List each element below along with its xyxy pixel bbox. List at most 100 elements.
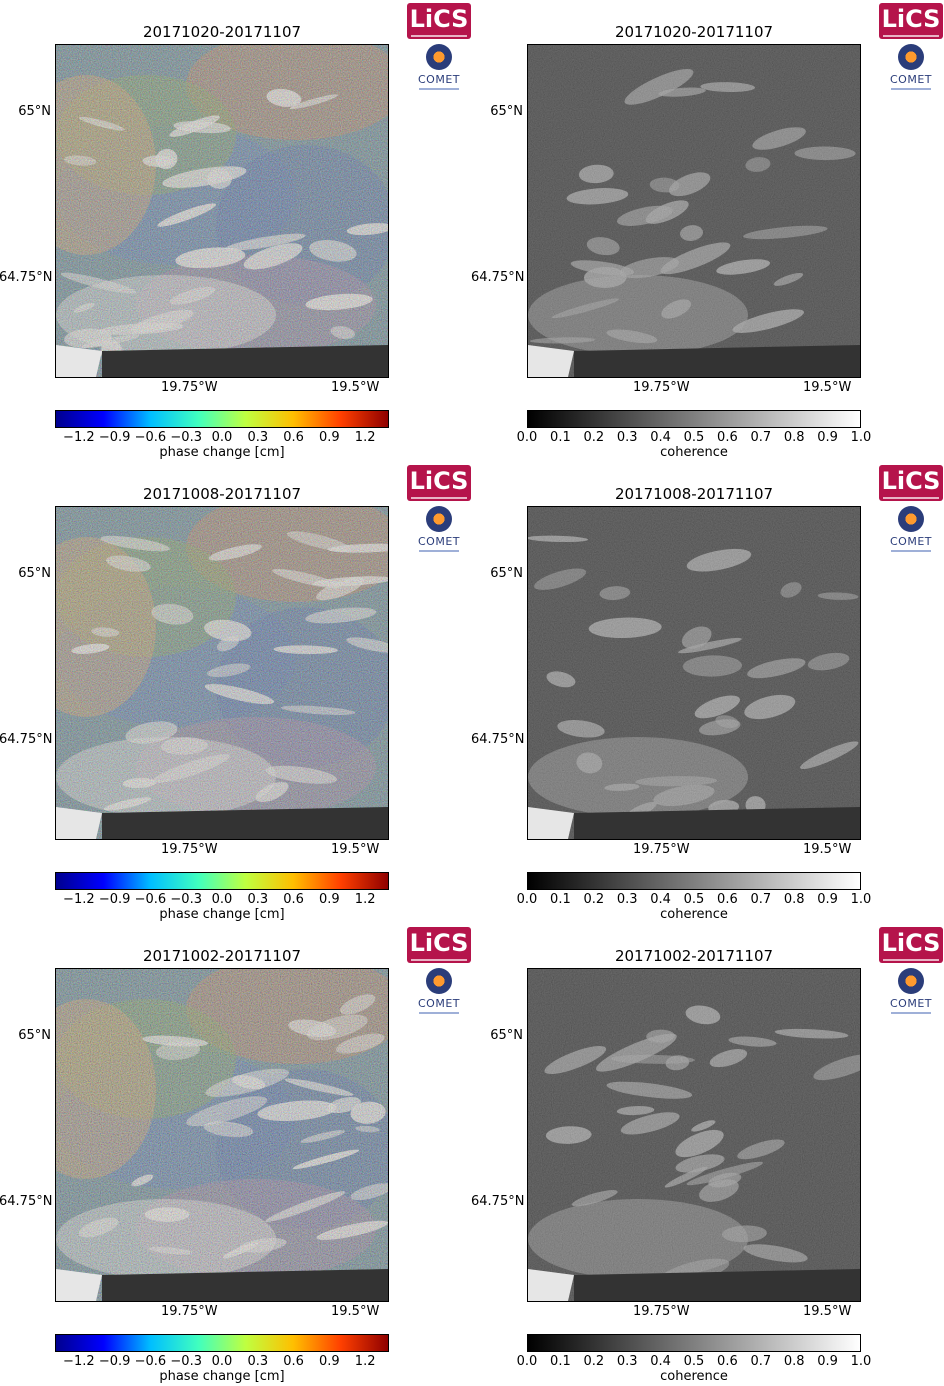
- colorbar-tick-label: 0.2: [583, 430, 605, 445]
- lics-logo: LiCS: [879, 3, 943, 39]
- colorbar-tick-label: 1.2: [354, 1354, 376, 1369]
- latitude-label: 64.75°N: [0, 270, 53, 285]
- comet-logo: COMET: [885, 968, 937, 1014]
- longitude-label: 19.75°W: [633, 380, 690, 395]
- speckle-noise: [56, 45, 388, 377]
- comet-emblem-icon: [426, 968, 452, 994]
- panel-title: 20171002-20171107: [142, 947, 302, 965]
- longitude-label: 19.75°W: [161, 1304, 218, 1319]
- colorbar-tick-label: −0.6: [134, 1354, 167, 1369]
- coherence-map: [527, 44, 861, 378]
- colorbar-tick-label: −1.2: [63, 892, 95, 907]
- colorbar-tick-label: −0.6: [134, 892, 167, 907]
- lics-tagline-mark: [883, 959, 939, 961]
- comet-tagline-mark: [891, 550, 931, 552]
- colorbar-tick-label: 0.5: [683, 1354, 705, 1369]
- lics-logo-text: LiCS: [409, 467, 469, 495]
- colorbar-tick-label: 0.9: [319, 892, 340, 907]
- colorbar-tick-label: 1.2: [354, 430, 376, 445]
- colorbar-tick-label: −0.3: [170, 1354, 202, 1369]
- colorbar-tick-label: 0.8: [783, 1354, 805, 1369]
- comet-logo-text: COMET: [890, 997, 932, 1010]
- colorbar-tick-label: 0.4: [650, 892, 671, 907]
- coherence-raster: [528, 969, 860, 1301]
- latitude-label: 65°N: [490, 566, 523, 581]
- coherence-map: [527, 506, 861, 840]
- colorbar-tick-label: 0.7: [750, 892, 772, 907]
- bright-corner-area: [528, 1269, 574, 1301]
- comet-logo-text: COMET: [890, 73, 932, 86]
- comet-logo: COMET: [413, 44, 465, 90]
- map-panel-phase: 20171020-20171107 65°N 64.75°N 19.75°W 19.5°…: [0, 0, 472, 462]
- latitude-label: 65°N: [490, 104, 523, 119]
- colorbar-tick-label: 0.0: [516, 892, 538, 907]
- lics-logo-text: LiCS: [409, 5, 469, 33]
- coherence-raster: [528, 45, 860, 377]
- colorbar-tick-label: 0.9: [817, 430, 838, 445]
- colorbar-tick-label: 0.5: [683, 892, 705, 907]
- panel-title: 20171020-20171107: [142, 23, 302, 41]
- longitude-label: 19.5°W: [803, 842, 852, 857]
- phase-raster: [56, 969, 388, 1301]
- colorbar-tick-label: 0.2: [583, 1354, 605, 1369]
- no-data-area: [574, 1269, 860, 1301]
- longitude-label: 19.5°W: [331, 842, 380, 857]
- comet-emblem-icon: [898, 968, 924, 994]
- comet-logo: COMET: [413, 968, 465, 1014]
- comet-tagline-mark: [419, 550, 459, 552]
- colorbar-tick-label: 0.2: [583, 892, 605, 907]
- latitude-label: 64.75°N: [0, 1194, 53, 1209]
- colorbar-tick-label: 0.0: [516, 1354, 538, 1369]
- colorbar-tick-label: 0.0: [211, 430, 233, 445]
- colorbar-label: coherence: [660, 1369, 728, 1384]
- colorbar-tick-label: 0.3: [247, 430, 269, 445]
- colorbar-tick-label: 0.3: [247, 892, 269, 907]
- colorbar: [527, 872, 861, 890]
- bright-corner-area: [56, 1269, 102, 1301]
- lics-logo: LiCS: [407, 3, 471, 39]
- colorbar-tick-label: 0.7: [750, 1354, 772, 1369]
- colorbar-tick-label: −0.3: [170, 892, 202, 907]
- panel-title: 20171008-20171107: [142, 485, 302, 503]
- phase-map: [55, 44, 389, 378]
- no-data-area: [102, 807, 388, 839]
- comet-logo-text: COMET: [418, 535, 460, 548]
- colorbar-tick-label: 0.3: [616, 892, 638, 907]
- comet-emblem-icon: [426, 44, 452, 70]
- lics-tagline-mark: [411, 35, 467, 37]
- colorbar-tick-label: 0.0: [211, 892, 233, 907]
- speckle-noise: [528, 969, 860, 1301]
- colorbar-tick-label: 0.8: [783, 430, 805, 445]
- bright-corner-area: [56, 345, 102, 377]
- colorbar-tick-label: 0.1: [550, 430, 571, 445]
- colorbar: [55, 410, 389, 428]
- no-data-area: [102, 1269, 388, 1301]
- colorbar-tick-label: 0.6: [717, 1354, 738, 1369]
- lics-logo-text: LiCS: [881, 5, 941, 33]
- phase-raster: [56, 45, 388, 377]
- comet-tagline-mark: [891, 88, 931, 90]
- colorbar-label: phase change [cm]: [159, 907, 285, 922]
- colorbar-label: coherence: [660, 445, 728, 460]
- phase-raster: [56, 507, 388, 839]
- colorbar-tick-label: 0.6: [717, 892, 738, 907]
- colorbar-tick-label: 0.6: [283, 892, 304, 907]
- colorbar-tick-label: 0.4: [650, 1354, 671, 1369]
- no-data-area: [574, 345, 860, 377]
- colorbar-tick-label: −0.3: [170, 430, 202, 445]
- colorbar-tick-label: 0.6: [283, 1354, 304, 1369]
- speckle-noise: [528, 45, 860, 377]
- phase-map: [55, 968, 389, 1302]
- map-panel-coherence: 20171008-20171107 65°N 64.75°N 19.75°W 19.5°…: [471, 462, 944, 924]
- speckle-noise: [56, 969, 388, 1301]
- bright-corner-area: [528, 807, 574, 839]
- comet-logo: COMET: [413, 506, 465, 552]
- colorbar-tick-label: −0.9: [98, 430, 131, 445]
- colorbar-tick-label: 0.5: [683, 430, 705, 445]
- colorbar-tick-label: −1.2: [63, 430, 95, 445]
- colorbar-tick-label: 0.1: [550, 1354, 571, 1369]
- colorbar-tick-label: 0.9: [319, 1354, 340, 1369]
- colorbar: [55, 1334, 389, 1352]
- colorbar-tick-label: 0.1: [550, 892, 571, 907]
- comet-emblem-icon: [898, 506, 924, 532]
